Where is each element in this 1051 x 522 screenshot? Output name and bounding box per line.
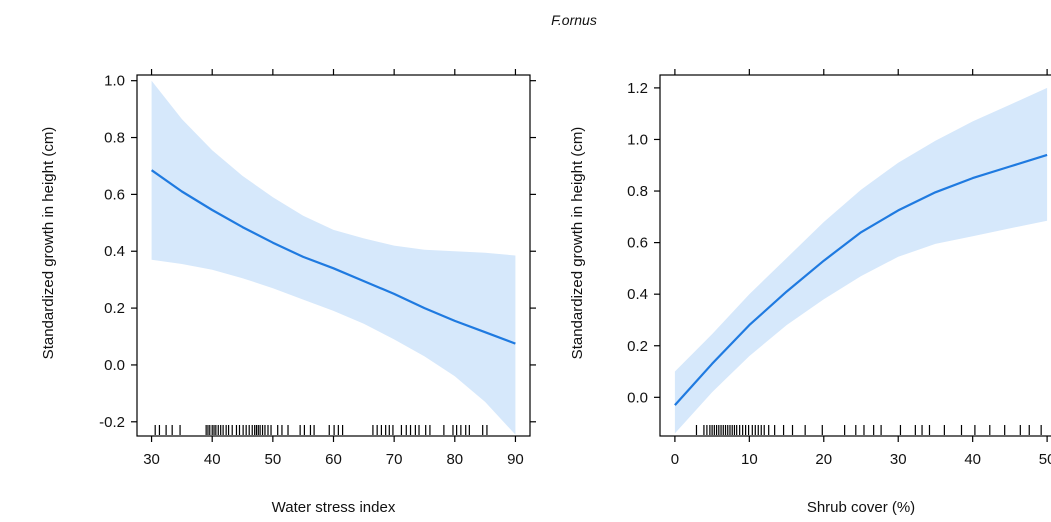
- confidence-band: [674, 87, 1048, 434]
- x-tick-label: 20: [815, 451, 832, 468]
- rug: [154, 425, 488, 435]
- y-tick-label: 0.4: [104, 243, 125, 260]
- y-tick-label: 0.0: [627, 389, 648, 406]
- x-axis-label: Water stress index: [272, 499, 396, 516]
- confidence-band: [151, 80, 516, 435]
- y-tick-label: 1.2: [627, 80, 648, 97]
- panel-water-stress: 30 40 50 60 70 80 90 -0.2 0.0 0.2 0.4 0.6 0.8 1.0 Wate…: [40, 69, 536, 516]
- x-tick-label: 0: [671, 451, 679, 468]
- x-tick-label: 50: [265, 451, 282, 468]
- x-tick-label: 90: [507, 451, 524, 468]
- y-tick-label: 0.0: [104, 357, 125, 374]
- y-tick-label: -0.2: [99, 414, 125, 431]
- panel-shrub-cover: 0 10 20 30 40 50 0.0 0.2 0.4 0.6 0.8 1.0 1.2 Shrub co…: [569, 69, 1051, 516]
- x-tick-label: 70: [386, 451, 403, 468]
- x-tick-label: 40: [964, 451, 981, 468]
- x-tick-label: 30: [143, 451, 160, 468]
- x-tick-label: 30: [890, 451, 907, 468]
- rug: [695, 425, 1042, 435]
- x-tick-label: 50: [1039, 451, 1051, 468]
- x-tick-label: 80: [446, 451, 463, 468]
- y-tick-label: 1.0: [627, 131, 648, 148]
- x-tick-label: 10: [741, 451, 758, 468]
- y-tick-label: 0.8: [627, 183, 648, 200]
- y-tick-label: 0.2: [104, 300, 125, 317]
- y-tick-label: 0.6: [627, 235, 648, 252]
- fit-line: [150, 169, 516, 345]
- fit-line: [674, 153, 1048, 406]
- figure-title: F.ornus: [551, 12, 597, 28]
- y-tick-label: 0.2: [627, 338, 648, 355]
- y-axis-label: Standardized growth in height (cm): [40, 127, 57, 360]
- y-tick-label: 0.4: [627, 286, 648, 303]
- y-axis-label: Standardized growth in height (cm): [569, 127, 586, 360]
- x-tick-label: 60: [325, 451, 342, 468]
- plot-frame: [659, 74, 1051, 437]
- x-axis-label: Shrub cover (%): [807, 499, 915, 516]
- x-tick-label: 40: [204, 451, 221, 468]
- y-tick-label: 0.8: [104, 130, 125, 147]
- y-tick-label: 0.6: [104, 186, 125, 203]
- y-tick-label: 1.0: [104, 73, 125, 90]
